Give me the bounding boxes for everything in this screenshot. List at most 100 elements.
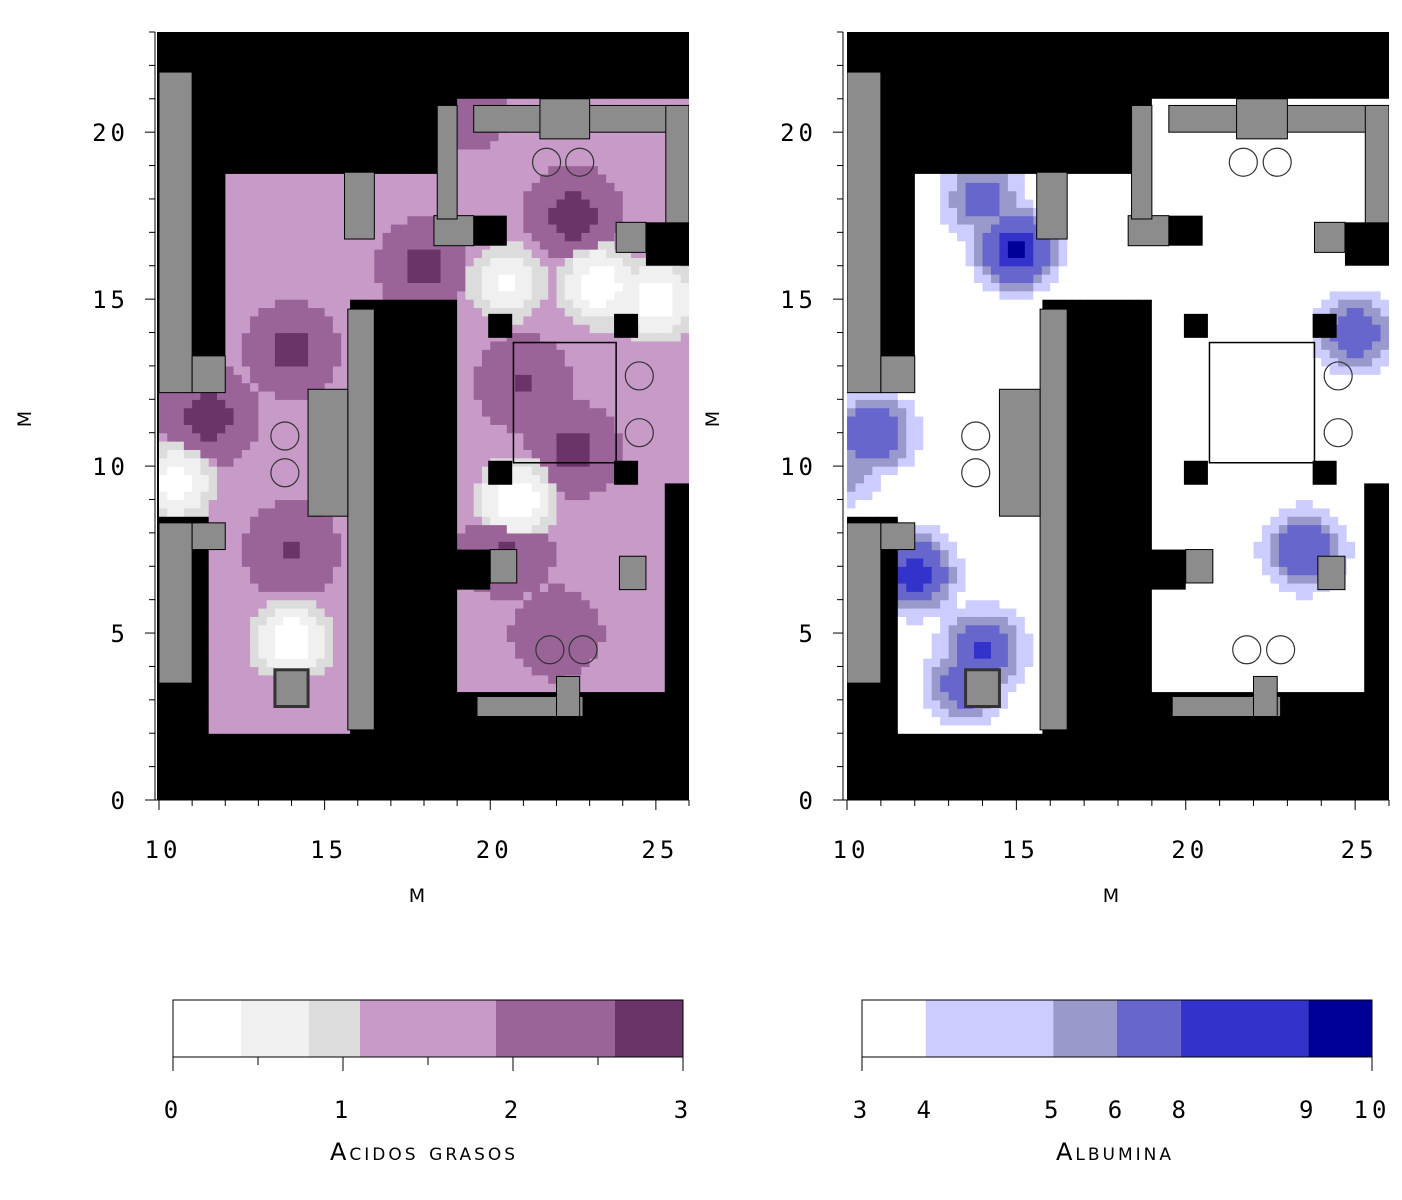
- heat-cell: [589, 290, 599, 300]
- heat-cell: [914, 399, 924, 409]
- heat-cell: [407, 190, 417, 200]
- heat-cell: [940, 407, 950, 417]
- heat-cell: [448, 290, 458, 300]
- heat-cell: [299, 249, 309, 258]
- heat-cell: [498, 407, 508, 417]
- heat-cell: [266, 582, 276, 592]
- heat-cell: [465, 340, 475, 350]
- heat-cell: [341, 541, 351, 551]
- heat-cell: [1092, 207, 1102, 217]
- heat-cell: [631, 674, 640, 684]
- heat-cell: [1160, 616, 1170, 626]
- heat-cell: [465, 649, 475, 659]
- heat-cell: [481, 332, 491, 342]
- heat-cell: [481, 182, 491, 192]
- heat-cell: [631, 257, 640, 267]
- heat-cell: [1058, 240, 1068, 250]
- heat-cell: [948, 240, 958, 250]
- heat-cell: [564, 157, 574, 167]
- heat-cell: [940, 524, 950, 534]
- heat-cell: [341, 666, 351, 676]
- heat-cell: [581, 232, 591, 242]
- heat-cell: [880, 482, 890, 492]
- heat-cell: [216, 716, 226, 726]
- square-marker: [273, 668, 310, 709]
- heat-cell: [556, 416, 566, 425]
- heat-cell: [914, 332, 924, 342]
- heat-cell: [332, 574, 342, 584]
- heat-cell: [481, 474, 491, 484]
- heat-cell: [581, 674, 591, 684]
- heat-cell: [639, 474, 649, 484]
- heat-cell: [606, 365, 616, 375]
- heat-cell: [1075, 249, 1085, 258]
- heat-cell: [324, 215, 334, 225]
- heat-cell: [291, 624, 301, 634]
- heat-cell: [548, 357, 558, 367]
- heat-cell: [597, 148, 607, 158]
- heat-cell: [291, 532, 301, 542]
- heat-cell: [548, 215, 558, 225]
- heat-cell: [531, 666, 541, 676]
- heat-cell: [498, 249, 508, 258]
- heat-cell: [341, 633, 351, 642]
- heat-cell: [581, 324, 591, 334]
- heat-cell: [940, 416, 950, 425]
- heat-cell: [1151, 290, 1161, 300]
- heat-cell: [283, 374, 293, 384]
- heat-cell: [1109, 173, 1119, 183]
- heat-cell: [341, 582, 351, 592]
- heat-cell: [1016, 524, 1026, 534]
- heat-cell: [539, 549, 549, 559]
- heat-cell: [622, 399, 632, 409]
- heat-cell: [948, 390, 958, 400]
- heat-cell: [200, 407, 210, 417]
- heat-cell: [241, 582, 251, 592]
- heat-cell: [274, 224, 284, 233]
- heat-cell: [990, 424, 1001, 434]
- heat-cell: [581, 574, 591, 584]
- black-wall: [645, 222, 689, 266]
- heat-cell: [1075, 282, 1085, 292]
- heat-cell: [1033, 574, 1043, 584]
- heat-cell: [241, 340, 251, 350]
- heat-cell: [923, 582, 933, 592]
- heat-cell: [465, 424, 475, 434]
- heat-cell: [233, 249, 243, 258]
- heat-cell: [233, 307, 243, 317]
- heat-cell: [906, 608, 916, 617]
- heat-cell: [957, 190, 967, 200]
- heat-cell: [473, 608, 483, 617]
- heat-cell: [965, 449, 975, 459]
- heat-cell: [523, 482, 533, 492]
- heat-cell: [1033, 357, 1043, 367]
- heat-cell: [1007, 616, 1017, 626]
- heat-cell: [233, 232, 243, 242]
- heat-cell: [564, 382, 574, 392]
- heat-cell: [957, 549, 967, 559]
- heat-cell: [1033, 290, 1043, 300]
- heat-cell: [1092, 215, 1102, 225]
- heat-cell: [548, 157, 558, 167]
- heat-cell: [573, 641, 582, 651]
- heat-cell: [407, 207, 417, 217]
- heat-cell: [897, 549, 907, 559]
- heat-cell: [872, 507, 882, 517]
- heat-cell: [382, 282, 392, 292]
- heat-cell: [506, 382, 516, 392]
- heat-cell: [548, 324, 558, 334]
- heat-cell: [399, 215, 409, 225]
- heat-cell: [167, 390, 177, 400]
- heat-cell: [1160, 424, 1170, 434]
- heat-cell: [481, 349, 491, 359]
- heat-cell: [923, 332, 933, 342]
- heat-cell: [258, 608, 268, 617]
- heat-cell: [175, 499, 185, 509]
- heat-cell: [914, 349, 924, 359]
- heat-cell: [515, 132, 524, 142]
- heat-cell: [548, 658, 558, 668]
- heat-cell: [233, 566, 243, 576]
- heat-cell: [639, 307, 649, 317]
- heat-cell: [614, 482, 624, 492]
- heat-cell: [1151, 482, 1161, 492]
